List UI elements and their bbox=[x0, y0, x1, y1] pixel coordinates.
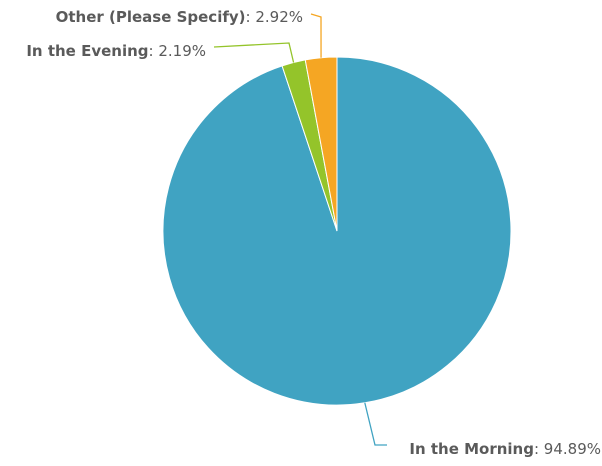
data-labels: In the Morning: 94.89%In the Evening: 2.… bbox=[26, 8, 601, 458]
data-label-in-the-evening: In the Evening: 2.19% bbox=[26, 42, 206, 60]
data-label-other-please-specify: Other (Please Specify): 2.92% bbox=[56, 8, 303, 26]
data-label-in-the-morning: In the Morning: 94.89% bbox=[409, 440, 601, 458]
leader-line-in-the-morning bbox=[364, 402, 387, 446]
data-label-name: Other (Please Specify) bbox=[56, 8, 246, 26]
leader-line-other-please-specify bbox=[310, 13, 322, 58]
data-label-value: : 2.19% bbox=[149, 42, 206, 60]
pie-slices bbox=[162, 56, 512, 406]
data-label-name: In the Morning bbox=[409, 440, 534, 458]
data-label-name: In the Evening bbox=[26, 42, 148, 60]
leader-lines bbox=[213, 13, 387, 446]
data-label-value: : 94.89% bbox=[534, 440, 601, 458]
data-label-value: : 2.92% bbox=[246, 8, 303, 26]
leader-line-in-the-evening bbox=[213, 42, 295, 63]
